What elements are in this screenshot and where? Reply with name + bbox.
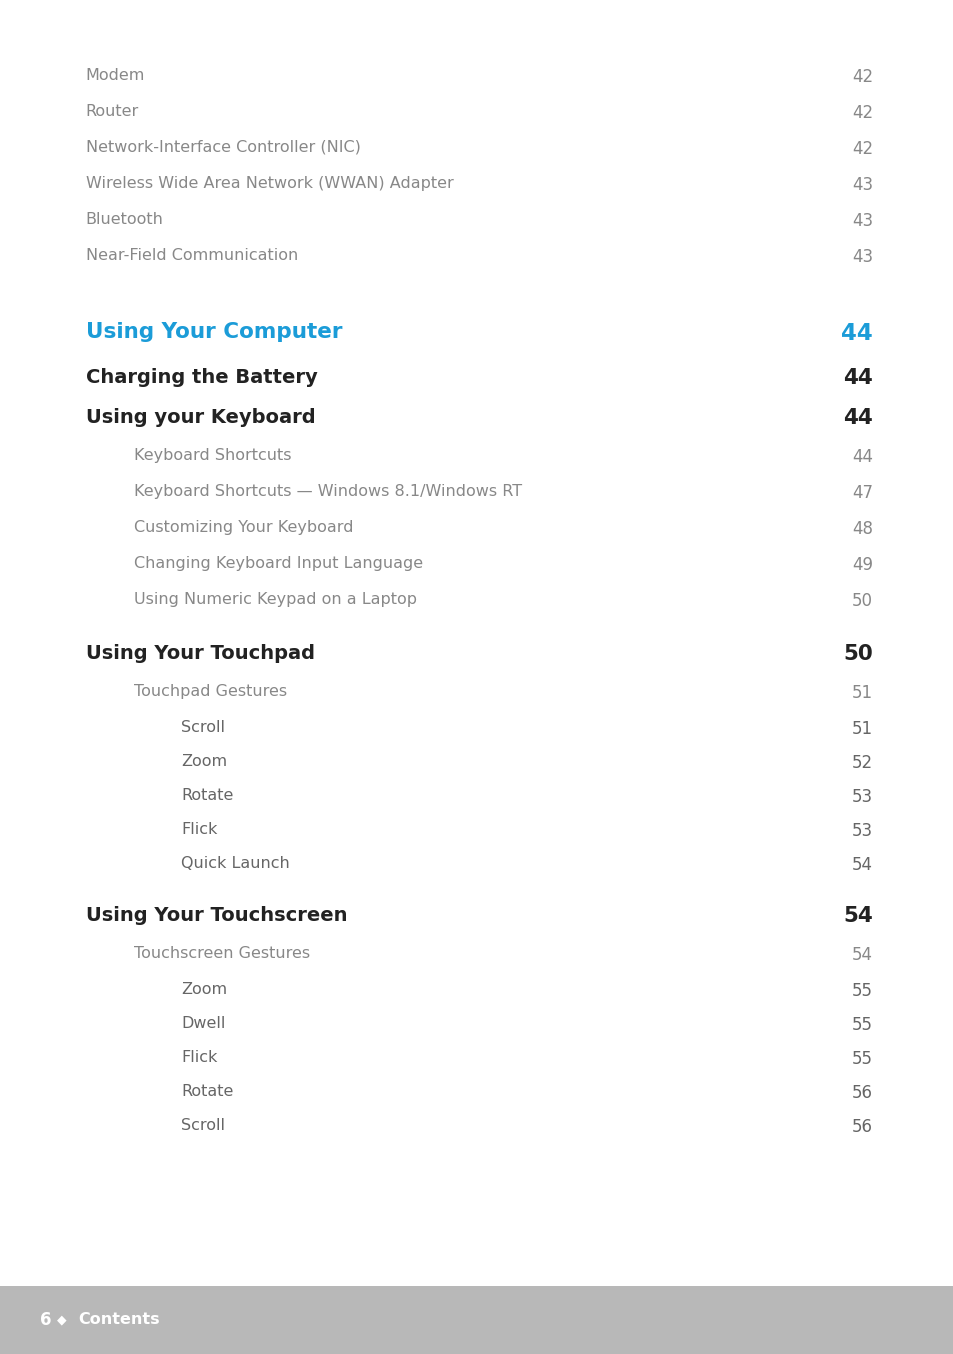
Text: 53: 53 (851, 822, 872, 839)
Text: 6: 6 (40, 1311, 51, 1330)
Text: Rotate: Rotate (181, 1085, 233, 1099)
Text: 56: 56 (851, 1118, 872, 1136)
Text: 55: 55 (851, 1049, 872, 1068)
Text: Touchpad Gestures: Touchpad Gestures (133, 684, 287, 699)
Text: 50: 50 (851, 592, 872, 611)
Text: 54: 54 (851, 856, 872, 873)
Text: Modem: Modem (86, 68, 145, 83)
Text: Zoom: Zoom (181, 982, 227, 997)
Text: 51: 51 (851, 720, 872, 738)
Text: 42: 42 (851, 68, 872, 87)
Text: 44: 44 (842, 368, 872, 389)
Text: Using Numeric Keypad on a Laptop: Using Numeric Keypad on a Laptop (133, 592, 416, 607)
Text: Scroll: Scroll (181, 720, 225, 735)
Text: 44: 44 (842, 408, 872, 428)
Text: 54: 54 (842, 906, 872, 926)
Text: Using Your Touchscreen: Using Your Touchscreen (86, 906, 347, 925)
Bar (0, 1286, 953, 1354)
Text: 43: 43 (851, 176, 872, 194)
Text: 44: 44 (851, 448, 872, 466)
Text: 49: 49 (851, 556, 872, 574)
Text: Touchscreen Gestures: Touchscreen Gestures (133, 946, 310, 961)
Text: Keyboard Shortcuts: Keyboard Shortcuts (133, 448, 291, 463)
Text: 54: 54 (851, 946, 872, 964)
Text: Rotate: Rotate (181, 788, 233, 803)
Text: Flick: Flick (181, 822, 217, 837)
Text: 51: 51 (851, 684, 872, 701)
Text: Flick: Flick (181, 1049, 217, 1066)
Text: Contents: Contents (78, 1312, 159, 1327)
Text: Wireless Wide Area Network (WWAN) Adapter: Wireless Wide Area Network (WWAN) Adapte… (86, 176, 453, 191)
Text: 53: 53 (851, 788, 872, 806)
Text: Router: Router (86, 104, 139, 119)
Text: Bluetooth: Bluetooth (86, 213, 164, 227)
Text: ◆: ◆ (57, 1313, 67, 1327)
Text: Using your Keyboard: Using your Keyboard (86, 408, 315, 427)
Text: 55: 55 (851, 982, 872, 1001)
Text: Charging the Battery: Charging the Battery (86, 368, 317, 387)
Text: 50: 50 (842, 645, 872, 663)
Text: 48: 48 (851, 520, 872, 538)
Text: Using Your Computer: Using Your Computer (86, 322, 342, 343)
Text: Network-Interface Controller (NIC): Network-Interface Controller (NIC) (86, 139, 360, 154)
Text: 55: 55 (851, 1016, 872, 1034)
Text: Near-Field Communication: Near-Field Communication (86, 248, 297, 263)
Text: Using Your Touchpad: Using Your Touchpad (86, 645, 314, 663)
Text: Customizing Your Keyboard: Customizing Your Keyboard (133, 520, 353, 535)
Text: 42: 42 (851, 139, 872, 158)
Text: 56: 56 (851, 1085, 872, 1102)
Text: 44: 44 (841, 322, 872, 345)
Text: 42: 42 (851, 104, 872, 122)
Text: Dwell: Dwell (181, 1016, 226, 1030)
Text: Scroll: Scroll (181, 1118, 225, 1133)
Text: 52: 52 (851, 754, 872, 772)
Text: 43: 43 (851, 213, 872, 230)
Text: Zoom: Zoom (181, 754, 227, 769)
Text: 43: 43 (851, 248, 872, 265)
Text: Changing Keyboard Input Language: Changing Keyboard Input Language (133, 556, 422, 571)
Text: Keyboard Shortcuts — Windows 8.1/Windows RT: Keyboard Shortcuts — Windows 8.1/Windows… (133, 483, 521, 500)
Text: Quick Launch: Quick Launch (181, 856, 290, 871)
Text: 47: 47 (851, 483, 872, 502)
